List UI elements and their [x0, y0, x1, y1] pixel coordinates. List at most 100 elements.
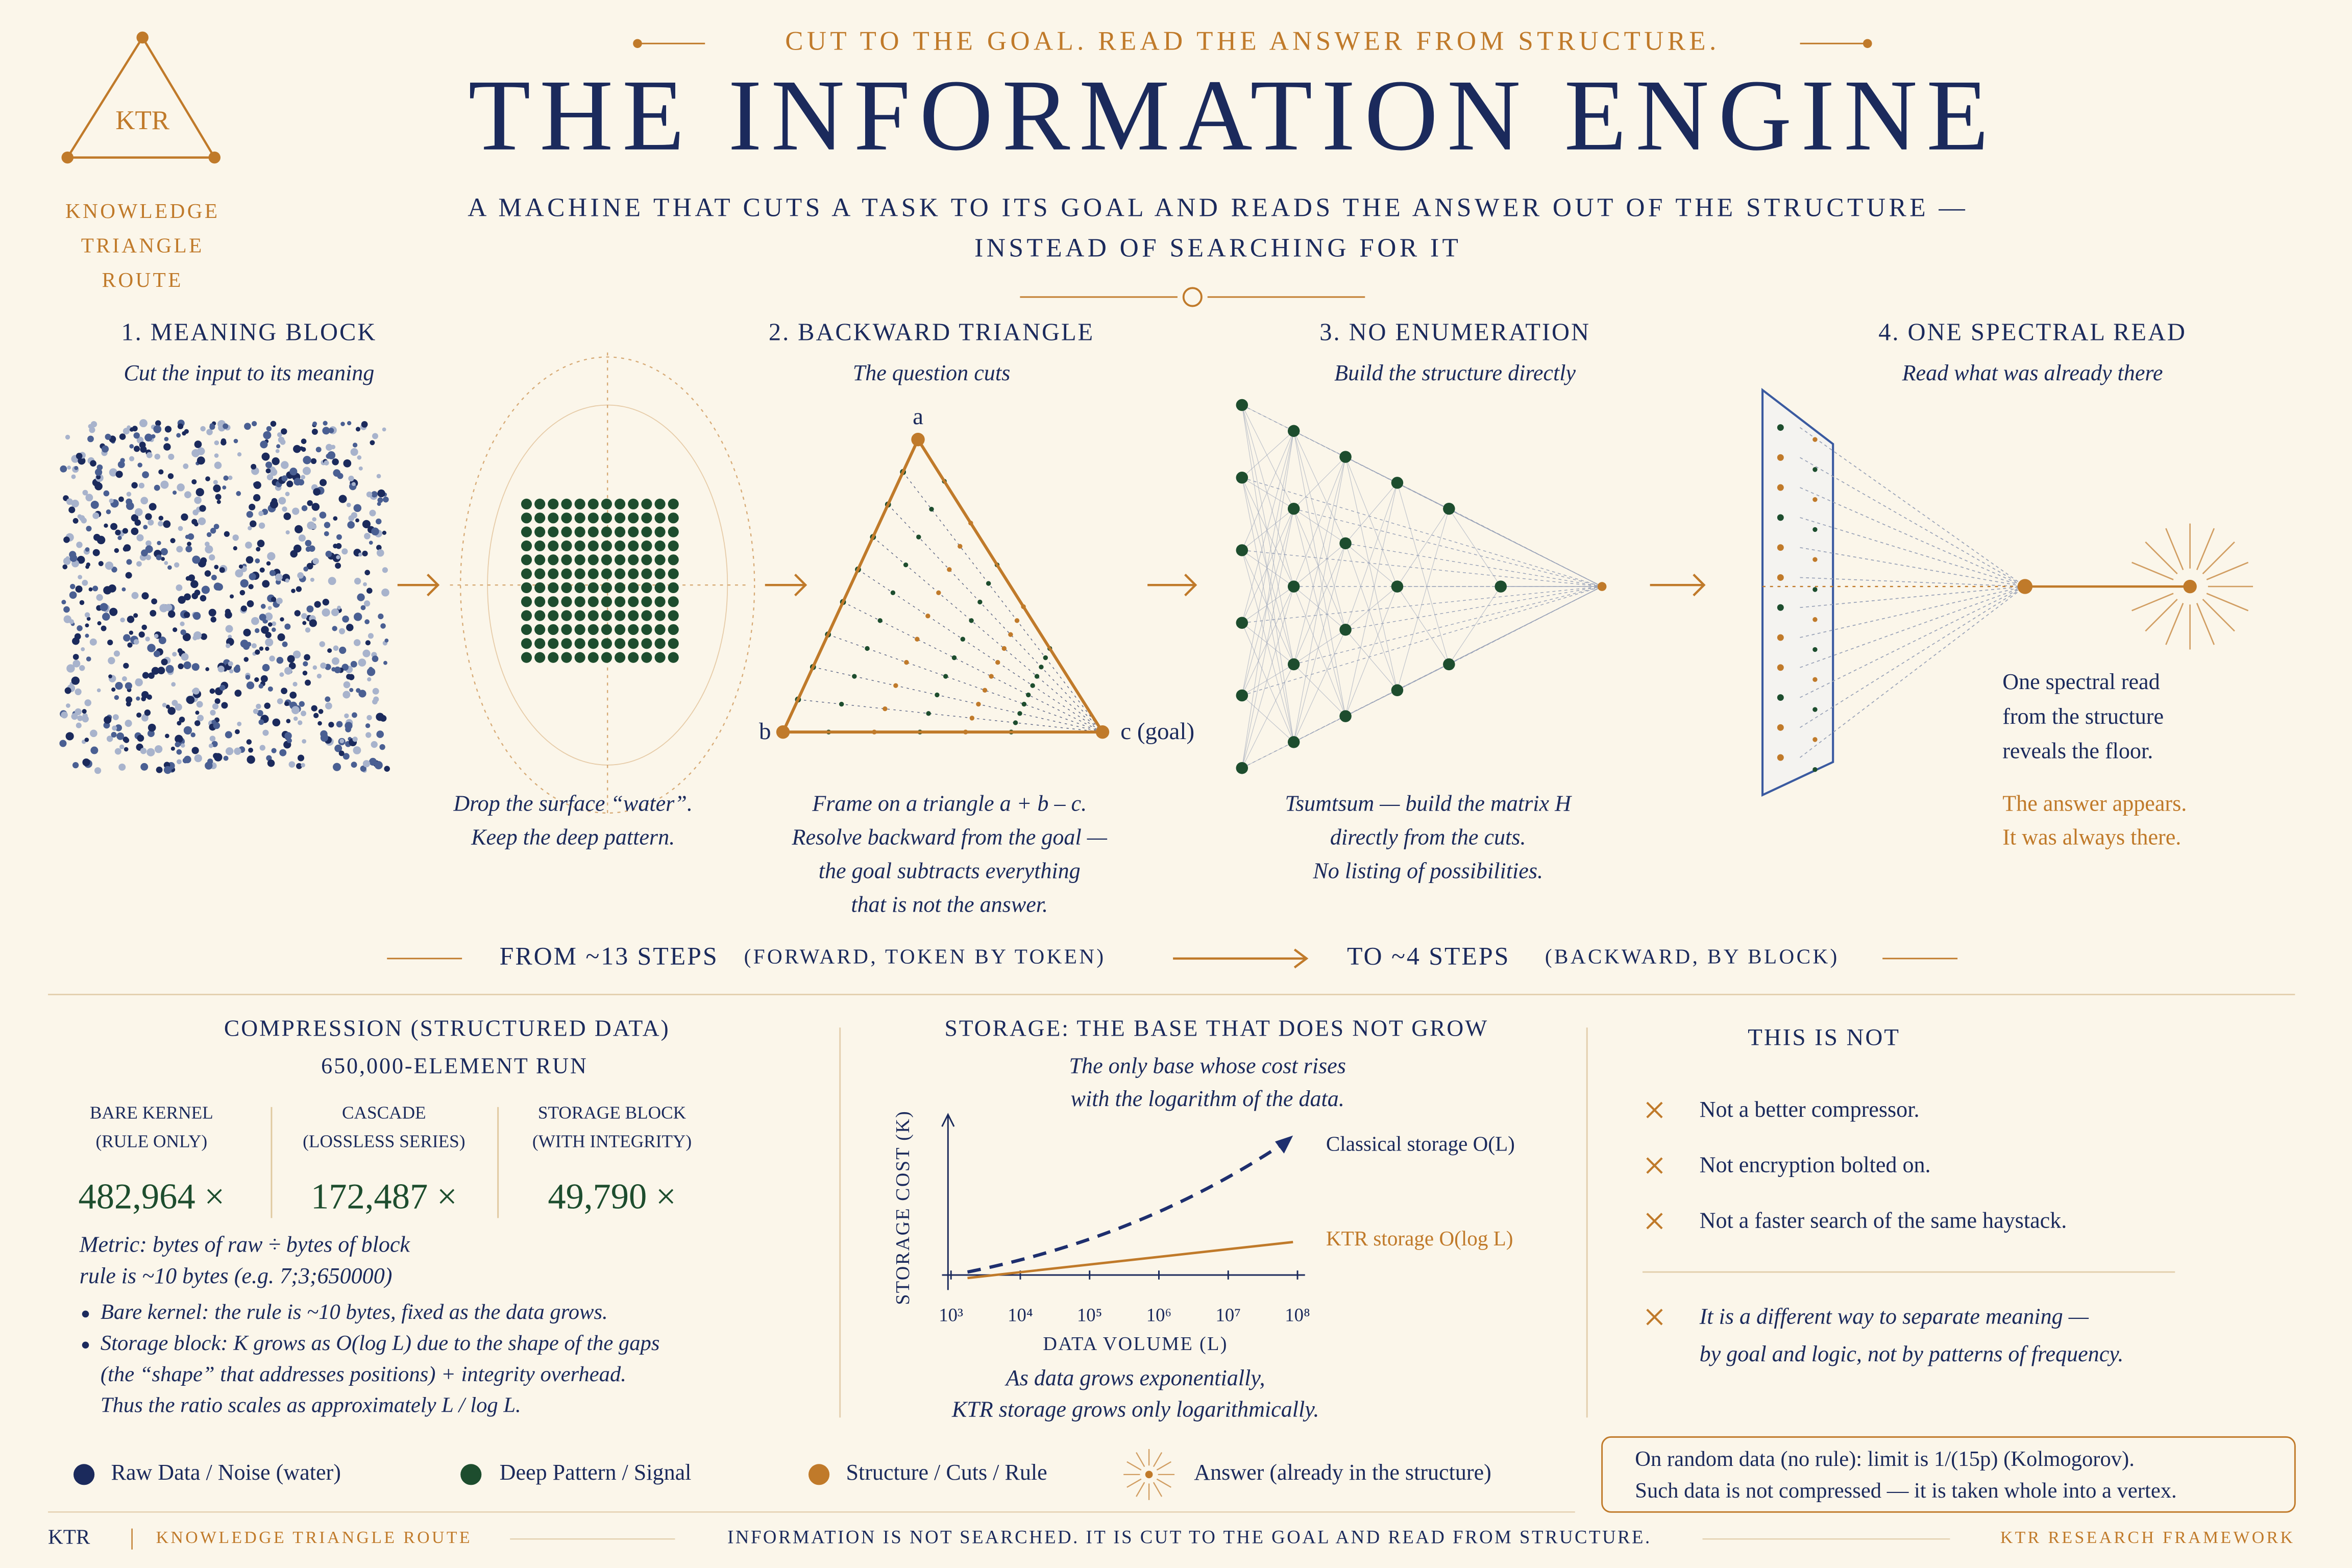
noise-dot: [147, 644, 156, 652]
noise-dot: [209, 688, 215, 694]
noise-dot: [281, 461, 289, 469]
cross-icon: [1646, 1213, 1663, 1230]
noise-dot: [167, 706, 176, 715]
noise-dot: [240, 579, 249, 588]
noise-dot: [210, 709, 216, 716]
noise-dot: [183, 661, 191, 670]
noise-dot: [316, 673, 322, 679]
noise-dot: [111, 731, 117, 738]
noise-dot: [65, 732, 74, 741]
signal-dot: [668, 652, 679, 663]
signal-dot: [641, 624, 652, 635]
noise-dot: [277, 633, 285, 641]
matrix-node: [1443, 502, 1455, 515]
panel-dot: [1777, 544, 1784, 551]
ratio-value: 482,964 ×: [79, 1177, 225, 1216]
logo-vertex: [61, 151, 74, 164]
noise-dot: [337, 605, 341, 610]
noise-dot: [352, 482, 356, 486]
not-item: Not a faster search of the same haystack…: [1700, 1208, 2067, 1233]
noise-dot: [360, 605, 366, 610]
noise-dot: [351, 512, 357, 519]
arrow-head: [426, 574, 440, 597]
rule-line: [2145, 599, 2178, 632]
signal-dot: [615, 624, 626, 635]
noise-dot: [101, 445, 109, 453]
rule-line: [1800, 487, 2025, 587]
noise-dot: [98, 561, 104, 567]
signal-dot: [654, 652, 666, 663]
cut-dot: [947, 567, 952, 572]
noise-dot: [248, 584, 254, 590]
signal-dot: [601, 582, 612, 594]
noise-dot: [255, 558, 260, 564]
noise-dot: [225, 625, 233, 633]
matrix-node: [1339, 537, 1352, 550]
rule-line: [1126, 1478, 1142, 1488]
noise-dot: [72, 659, 81, 668]
rule-line: [1241, 431, 1294, 768]
noise-dot: [276, 444, 281, 449]
noise-dot: [225, 608, 231, 615]
matrix-node: [1287, 502, 1300, 515]
signal-dot: [561, 610, 572, 621]
signal-dot: [587, 638, 599, 649]
ratio-value: 172,487 ×: [311, 1177, 457, 1216]
not-final: by goal and logic, not by patterns of fr…: [1700, 1341, 2124, 1366]
rule-line: [1345, 690, 1398, 717]
cut-dot: [1008, 632, 1013, 637]
noise-dot: [200, 595, 207, 602]
noise-dot: [129, 444, 134, 449]
signal-dot: [548, 568, 559, 579]
noise-dot: [345, 726, 352, 732]
noise-dot: [121, 587, 126, 592]
arrow-head: [794, 574, 807, 597]
noise-dot: [278, 436, 285, 443]
noise-dot: [278, 497, 286, 505]
noise-dot: [224, 531, 230, 537]
noise-dot: [205, 476, 210, 481]
noise-dot: [228, 661, 233, 667]
noise-dot: [327, 648, 332, 653]
section-title: THIS IS NOT: [1748, 1024, 1900, 1050]
footer-mark: KTR: [48, 1525, 90, 1549]
signal-dot: [615, 568, 626, 579]
noise-dot: [269, 570, 276, 576]
signal-dot: [548, 582, 559, 594]
signal-dot: [668, 610, 679, 621]
noise-dot: [129, 427, 134, 432]
signal-dot: [574, 596, 585, 607]
cut-dot: [1001, 646, 1007, 651]
rule-line: [1241, 431, 1294, 696]
footer-message: INFORMATION IS NOT SEARCHED. IT IS CUT T…: [727, 1527, 1652, 1548]
noise-dot: [183, 726, 192, 735]
noise-dot: [339, 646, 347, 654]
rule-line: [1242, 742, 1294, 769]
rule-line: [1345, 543, 1398, 587]
noise-dot: [249, 573, 256, 580]
noise-dot: [96, 474, 101, 480]
matrix-node: [1494, 580, 1507, 593]
rule-line: [1800, 586, 2025, 608]
noise-dot: [195, 710, 200, 715]
rule-line: [1241, 695, 1294, 743]
signal-dot: [668, 638, 679, 649]
noise-dot: [194, 496, 202, 504]
noise-dot: [145, 540, 152, 547]
flow-from: FROM ~13 STEPS: [500, 941, 719, 970]
column-label: CASCADE: [342, 1103, 426, 1123]
noise-dot: [210, 528, 216, 534]
signal-dot: [587, 624, 599, 635]
signal-dot: [668, 582, 679, 594]
noise-dot: [173, 627, 178, 632]
noise-dot: [334, 666, 341, 674]
cut-dot: [1043, 655, 1048, 660]
noise-dot: [353, 612, 362, 621]
noise-dot: [214, 461, 222, 469]
noise-dot: [384, 766, 390, 772]
step-caption: Tsumtsum — build the matrix H: [1285, 791, 1572, 816]
panel-dot: [1777, 634, 1784, 641]
noise-dot: [194, 440, 202, 448]
step-caption: reveals the floor.: [2002, 738, 2153, 763]
noise-dot: [104, 523, 108, 528]
